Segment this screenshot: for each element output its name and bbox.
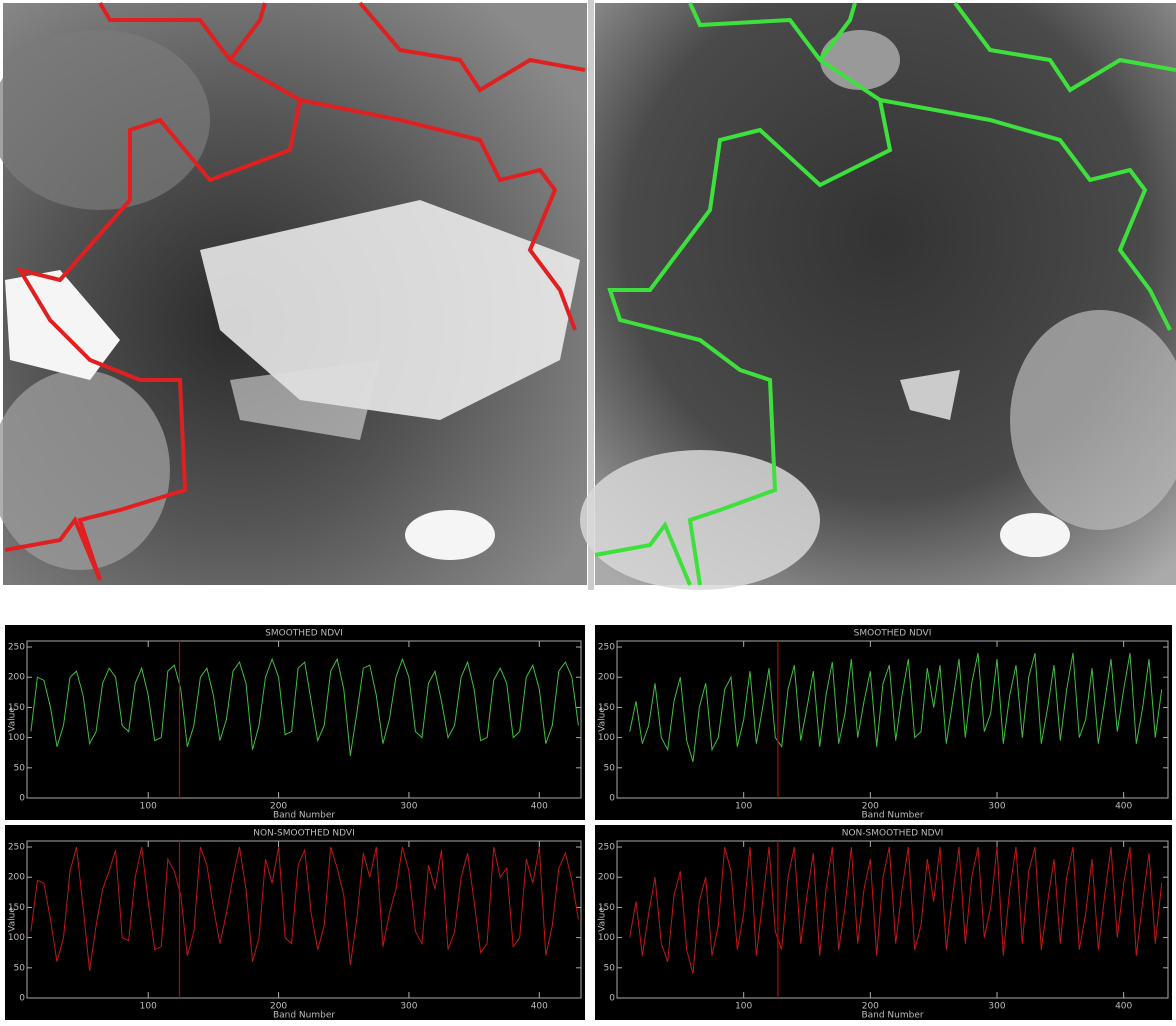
x-tick-label: 300 [988,1002,1005,1012]
y-tick-label: 200 [8,673,25,683]
y-tick-label: 250 [598,843,615,853]
page: {"chart_data": [ {"type": "line", "title… [0,0,1176,1026]
x-tick-label: 300 [988,802,1005,812]
y-tick-label: 0 [19,794,25,804]
satellite-image-left [0,3,587,585]
y-tick-label: 0 [609,994,615,1004]
panel-background [595,625,1172,820]
y-tick-label: 50 [14,963,26,973]
y-tick-label: 200 [8,873,25,883]
x-tick-label: 400 [1115,1002,1132,1012]
y-tick-label: 0 [19,994,25,1004]
chart-title: SMOOTHED NDVI [265,629,343,639]
panel-background [5,625,585,820]
chart-title: NON-SMOOTHED NDVI [253,829,355,839]
chart-title: SMOOTHED NDVI [854,629,932,639]
x-axis-label: Band Number [273,1011,335,1021]
chart-title: NON-SMOOTHED NDVI [842,829,944,839]
y-tick-label: 50 [604,763,616,773]
x-tick-label: 400 [1115,802,1132,812]
x-tick-label: 100 [140,802,157,812]
y-tick-label: 200 [598,873,615,883]
y-axis-label: Value [598,707,608,732]
x-axis-label: Band Number [861,811,923,821]
x-tick-label: 300 [400,1002,417,1012]
y-tick-label: 50 [604,963,616,973]
x-tick-label: 100 [735,1002,752,1012]
y-tick-label: 100 [598,733,615,743]
y-tick-label: 100 [8,733,25,743]
panel-background [595,825,1172,1020]
y-axis-label: Value [8,907,18,932]
satellite-image-right [580,3,1176,590]
panel-background [5,825,585,1020]
y-tick-label: 200 [598,673,615,683]
x-axis-label: Band Number [273,811,335,821]
y-tick-label: 100 [8,933,25,943]
x-tick-label: 300 [400,802,417,812]
x-tick-label: 400 [531,1002,548,1012]
y-axis-label: Value [598,907,608,932]
x-axis-label: Band Number [861,1011,923,1021]
y-tick-label: 50 [14,763,26,773]
y-tick-label: 250 [8,643,25,653]
x-tick-label: 400 [531,802,548,812]
figure: SMOOTHED NDVI050100150200250100200300400… [0,0,1176,1026]
y-tick-label: 250 [598,643,615,653]
y-tick-label: 100 [598,933,615,943]
x-tick-label: 100 [140,1002,157,1012]
y-tick-label: 0 [609,794,615,804]
y-axis-label: Value [8,707,18,732]
x-tick-label: 100 [735,802,752,812]
y-tick-label: 250 [8,843,25,853]
